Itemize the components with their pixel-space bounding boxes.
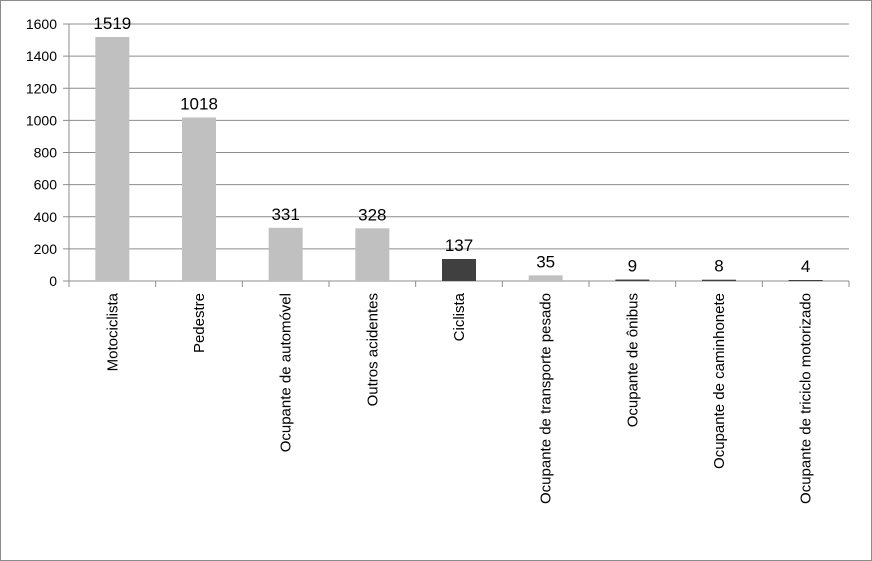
data-label: 137	[445, 236, 473, 255]
data-label: 328	[358, 205, 386, 224]
y-tick-label: 200	[34, 241, 58, 257]
bar	[615, 279, 650, 281]
bar	[182, 117, 216, 281]
bar	[528, 275, 563, 281]
category-label: Motociclista	[104, 292, 121, 371]
y-tick-label: 1000	[26, 112, 57, 128]
category-label: Ocupante de triciclo motorizado	[798, 293, 815, 504]
category-label: Ocupante de transporte pesado	[538, 293, 555, 504]
category-label: Ocupante de automóvel	[278, 293, 295, 452]
bar	[268, 227, 303, 281]
data-label: 1519	[93, 14, 131, 33]
category-label: Ocupante de ônibus	[624, 293, 641, 427]
y-tick-label: 800	[34, 145, 58, 161]
data-label: 8	[714, 257, 723, 276]
category-label: Pedestre	[191, 293, 208, 353]
bar	[788, 280, 823, 281]
bar	[702, 279, 736, 281]
y-tick-label: 1600	[26, 16, 57, 32]
y-tick-label: 1200	[26, 80, 57, 96]
y-tick-label: 0	[49, 273, 57, 289]
data-label: 35	[536, 252, 555, 271]
data-label: 9	[628, 257, 637, 276]
y-tick-label: 600	[34, 177, 58, 193]
y-tick-label: 400	[34, 209, 58, 225]
bar	[442, 258, 476, 281]
category-label: Outros acidentes	[364, 293, 381, 406]
y-tick-label: 1400	[26, 48, 57, 64]
category-label: Ciclista	[451, 292, 468, 341]
data-label: 1018	[180, 94, 218, 113]
bar	[95, 37, 130, 282]
category-label: Ocupante de caminhonete	[711, 293, 728, 469]
data-label: 331	[271, 205, 299, 224]
bar	[355, 228, 390, 281]
data-label: 4	[801, 257, 810, 276]
